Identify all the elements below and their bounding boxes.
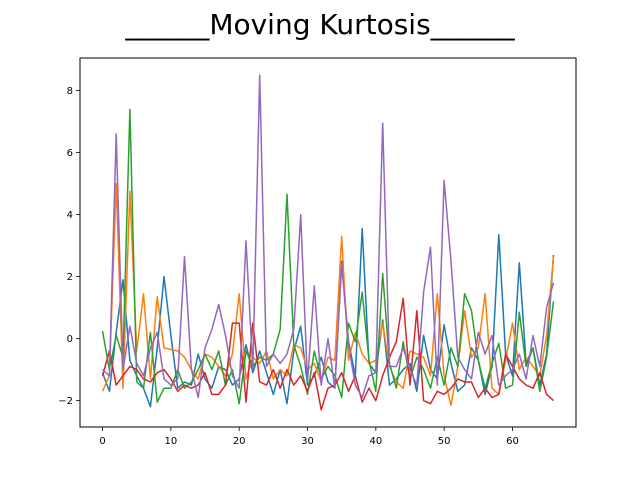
- y-tick-label: 4: [67, 210, 73, 221]
- y-tick-label: 6: [67, 148, 73, 159]
- x-axis-ticks: 0 10 20 30 40 50 60: [99, 427, 519, 447]
- y-tick-label: 8: [67, 86, 73, 97]
- series-line-2: [101, 182, 555, 407]
- y-tick-label: −2: [58, 396, 73, 407]
- y-axis-ticks: −2 0 2 4 6 8: [58, 86, 80, 407]
- x-tick-label: 30: [301, 436, 314, 447]
- x-tick-label: 60: [506, 436, 519, 447]
- x-tick-label: 20: [233, 436, 246, 447]
- y-tick-label: 0: [67, 334, 73, 345]
- x-tick-label: 50: [438, 436, 451, 447]
- x-tick-label: 0: [99, 436, 105, 447]
- series-line-4: [101, 297, 555, 411]
- x-tick-label: 40: [369, 436, 382, 447]
- y-tick-label: 2: [67, 272, 73, 283]
- plot-area-frame: [79, 57, 577, 428]
- series-layer: [101, 74, 555, 411]
- x-tick-label: 10: [164, 436, 177, 447]
- chart-title: ______Moving Kurtosis______: [124, 8, 515, 41]
- series-line-5: [101, 74, 555, 399]
